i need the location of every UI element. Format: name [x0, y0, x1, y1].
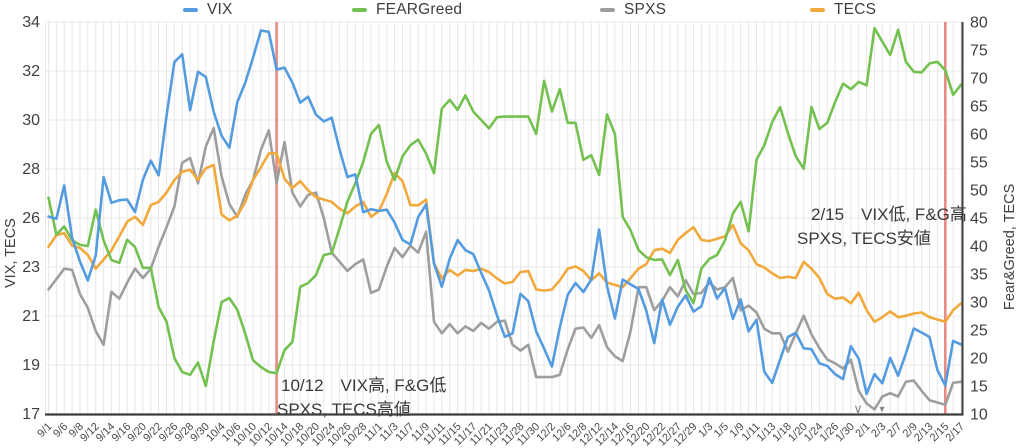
annotation-1012-line1: 10/12 VIX高, F&G低 [281, 376, 447, 395]
svg-text:30: 30 [22, 112, 40, 129]
legend-item-tecs: TECS [810, 1, 877, 18]
annotation-215-line1: 2/15 VIX低, F&G高 [811, 205, 967, 224]
svg-text:32: 32 [22, 63, 40, 80]
svg-text:60: 60 [970, 127, 988, 144]
legend-item-spxs: SPXS [600, 1, 667, 18]
svg-text:23: 23 [22, 259, 40, 276]
svg-text:2/17: 2/17 [943, 421, 967, 445]
right-axis-title: Fear&Greed, TECS [1002, 183, 1018, 310]
feargreed-line-swatch-icon [352, 8, 367, 12]
svg-text:50: 50 [970, 183, 988, 200]
svg-text:70: 70 [970, 71, 988, 88]
spxs-line-swatch-icon [600, 8, 615, 12]
svg-text:45: 45 [970, 211, 988, 228]
svg-text:17: 17 [22, 406, 40, 423]
vix-line-swatch-icon [183, 8, 198, 12]
legend-item-vix: VIX [183, 1, 233, 18]
legend-label: FEARGreed [376, 1, 463, 18]
svg-text:21: 21 [22, 308, 40, 325]
svg-text:∨: ∨ [853, 401, 863, 416]
svg-text:55: 55 [970, 155, 988, 172]
svg-text:30: 30 [970, 295, 988, 312]
svg-text:80: 80 [970, 15, 988, 32]
svg-text:34: 34 [22, 14, 40, 31]
legend-item-feargreed: FEARGreed [352, 1, 463, 18]
svg-text:75: 75 [970, 43, 988, 60]
svg-text:15: 15 [970, 379, 988, 396]
svg-text:25: 25 [970, 323, 988, 340]
svg-text:26: 26 [22, 210, 40, 227]
svg-text:65: 65 [970, 99, 988, 116]
legend-label: SPXS [624, 1, 667, 18]
svg-text:10: 10 [970, 407, 988, 424]
left-axis-title: VIX, TECS [3, 218, 19, 288]
svg-text:28: 28 [22, 161, 40, 178]
annotation-1012-line2: SPXS, TECS高値 [277, 400, 411, 419]
legend-label: TECS [834, 1, 877, 18]
annotation-215-line2: SPXS, TECS安値 [797, 229, 931, 248]
legend-label: VIX [207, 1, 233, 18]
svg-text:▼: ▼ [878, 404, 887, 414]
svg-text:20: 20 [970, 351, 988, 368]
svg-text:19: 19 [22, 357, 40, 374]
tecs-line-swatch-icon [810, 8, 825, 12]
svg-text:35: 35 [970, 267, 988, 284]
svg-text:40: 40 [970, 239, 988, 256]
